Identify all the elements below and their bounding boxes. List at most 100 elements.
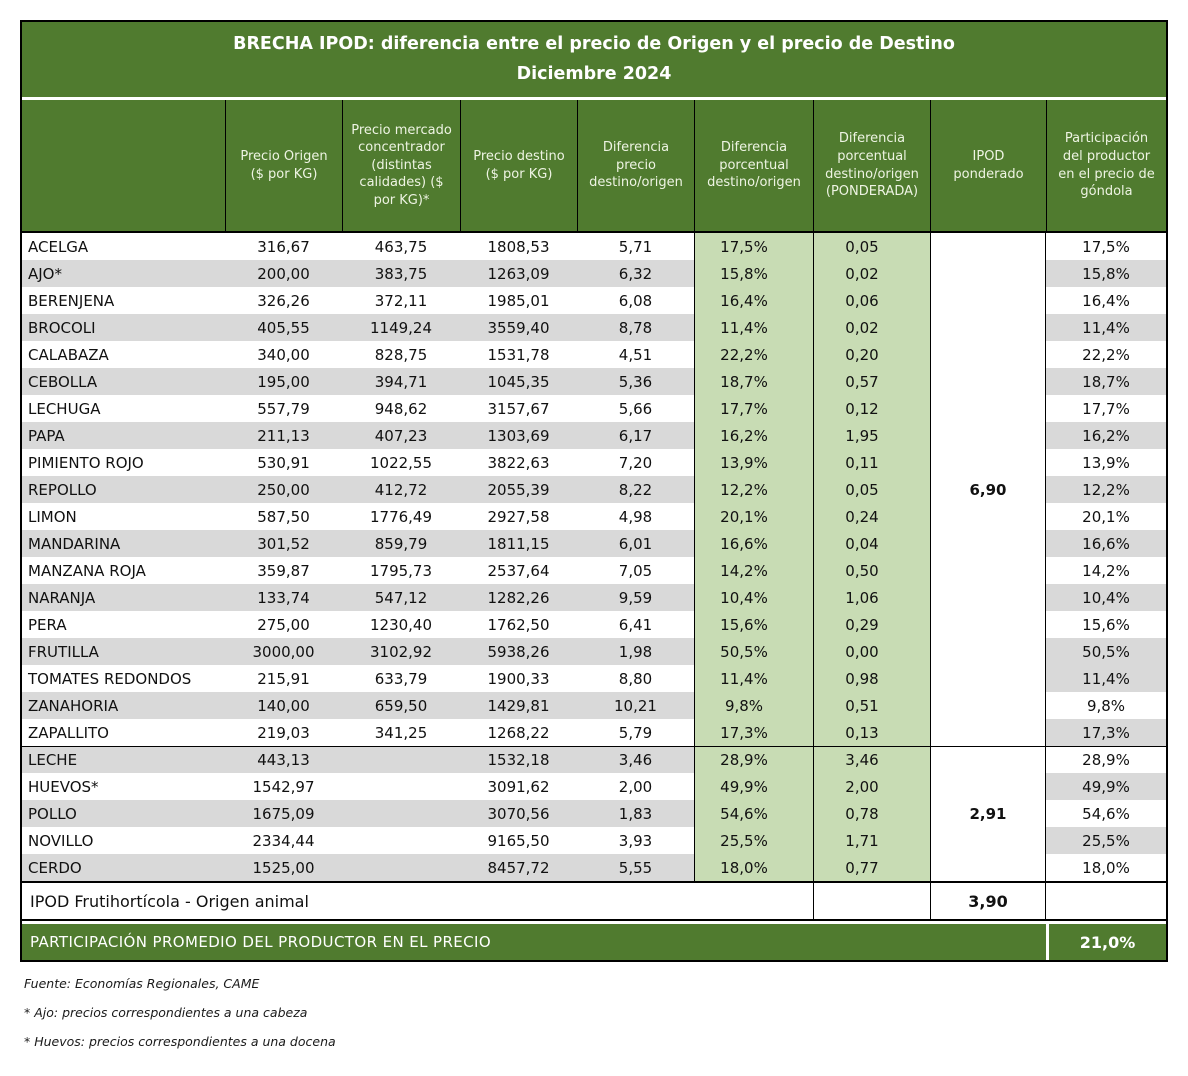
pct-gap-weighted-cell: 2,00 [813,773,930,800]
pct-gap-cell: 25,5% [694,827,813,854]
market-price-cell: 341,25 [342,719,460,746]
column-header-pct-weighted: Diferencia porcentual destino/origen (PO… [813,100,930,231]
price-gap-cell: 7,20 [577,449,694,476]
pct-gap-weighted-cell: 1,95 [813,422,930,449]
market-price-cell: 3102,92 [342,638,460,665]
ipod-cell [930,368,1046,395]
footer-bar: PARTICIPACIÓN PROMEDIO DEL PRODUCTOR EN … [22,924,1166,960]
destination-price-cell: 1532,18 [460,747,577,773]
summary-ipod-value: 3,90 [930,883,1046,919]
pct-gap-cell: 28,9% [694,747,813,773]
destination-price-cell: 1263,09 [460,260,577,287]
table-row: PERA 275,00 1230,40 1762,50 6,41 15,6% 0,29 15,… [22,611,1166,638]
footnote-source: Fuente: Economías Regionales, CAME [24,976,260,991]
pct-gap-cell: 10,4% [694,584,813,611]
pct-gap-weighted-cell: 0,98 [813,665,930,692]
origin-price-cell: 1542,97 [225,773,342,800]
gondola-share-cell: 50,5% [1046,638,1166,665]
product-cell: PERA [22,611,225,638]
product-cell: CERDO [22,854,225,881]
origin-price-cell: 359,87 [225,557,342,584]
pct-gap-weighted-cell: 0,11 [813,449,930,476]
origin-price-cell: 219,03 [225,719,342,746]
column-header-product [22,100,225,231]
table-row: MANZANA ROJA 359,87 1795,73 2537,64 7,05 14,2… [22,557,1166,584]
gondola-share-cell: 17,5% [1046,233,1166,260]
pct-gap-cell: 50,5% [694,638,813,665]
product-cell: CEBOLLA [22,368,225,395]
pct-gap-cell: 16,2% [694,422,813,449]
destination-price-cell: 1900,33 [460,665,577,692]
market-price-cell: 1149,24 [342,314,460,341]
pct-gap-weighted-cell: 0,20 [813,341,930,368]
ipod-cell [930,692,1046,719]
market-price-cell: 633,79 [342,665,460,692]
gondola-share-cell: 18,7% [1046,368,1166,395]
table-title: BRECHA IPOD: diferencia entre el precio … [233,33,955,54]
gondola-share-cell: 13,9% [1046,449,1166,476]
product-cell: FRUTILLA [22,638,225,665]
pct-gap-weighted-cell: 0,13 [813,719,930,746]
product-cell: NARANJA [22,584,225,611]
gondola-share-cell: 22,2% [1046,341,1166,368]
gondola-share-cell: 11,4% [1046,665,1166,692]
price-gap-cell: 4,98 [577,503,694,530]
destination-price-cell: 1808,53 [460,233,577,260]
column-header-price-gap: Diferencia precio destino/origen [577,100,694,231]
destination-price-cell: 8457,72 [460,854,577,881]
origin-price-cell: 215,91 [225,665,342,692]
product-cell: LIMON [22,503,225,530]
price-gap-cell: 5,66 [577,395,694,422]
origin-price-cell: 340,00 [225,341,342,368]
pct-gap-weighted-cell: 3,46 [813,747,930,773]
pct-gap-weighted-cell: 0,12 [813,395,930,422]
gondola-share-cell: 9,8% [1046,692,1166,719]
pct-gap-weighted-cell: 0,24 [813,503,930,530]
origin-price-cell: 316,67 [225,233,342,260]
table-row: REPOLLO 250,00 412,72 2055,39 8,22 12,2% 0,05 6… [22,476,1166,503]
market-price-cell [342,854,460,881]
gondola-share-cell: 10,4% [1046,584,1166,611]
market-price-cell: 372,11 [342,287,460,314]
table-row: LECHE 443,13 1532,18 3,46 28,9% 3,46 28,9% [22,746,1166,773]
ipod-cell [930,773,1046,800]
pct-gap-cell: 14,2% [694,557,813,584]
gondola-share-cell: 15,6% [1046,611,1166,638]
price-gap-cell: 1,98 [577,638,694,665]
gondola-share-cell: 17,3% [1046,719,1166,746]
origin-price-cell: 1675,09 [225,800,342,827]
product-cell: NOVILLO [22,827,225,854]
pct-gap-cell: 12,2% [694,476,813,503]
table-row: CERDO 1525,00 8457,72 5,55 18,0% 0,77 18,0% [22,854,1166,881]
pct-gap-cell: 16,4% [694,287,813,314]
product-cell: MANZANA ROJA [22,557,225,584]
market-price-cell [342,827,460,854]
pct-gap-cell: 17,5% [694,233,813,260]
product-cell: AJO* [22,260,225,287]
table-row: LECHUGA 557,79 948,62 3157,67 5,66 17,7% 0,12 1… [22,395,1166,422]
ipod-cell [930,747,1046,773]
product-cell: BROCOLI [22,314,225,341]
market-price-cell: 383,75 [342,260,460,287]
market-price-cell: 1795,73 [342,557,460,584]
destination-price-cell: 1531,78 [460,341,577,368]
gondola-share-cell: 20,1% [1046,503,1166,530]
origin-price-cell: 2334,44 [225,827,342,854]
pct-gap-cell: 18,0% [694,854,813,881]
gondola-share-cell: 18,0% [1046,854,1166,881]
market-price-cell [342,773,460,800]
pct-gap-weighted-cell: 0,02 [813,314,930,341]
market-price-cell: 1022,55 [342,449,460,476]
price-gap-cell: 5,71 [577,233,694,260]
price-gap-cell: 6,17 [577,422,694,449]
table-body: ACELGA 316,67 463,75 1808,53 5,71 17,5% 0,05 17… [22,231,1166,883]
gondola-share-cell: 16,6% [1046,530,1166,557]
gondola-share-cell: 17,7% [1046,395,1166,422]
product-cell: LECHE [22,747,225,773]
destination-price-cell: 1303,69 [460,422,577,449]
destination-price-cell: 3559,40 [460,314,577,341]
gondola-share-cell: 49,9% [1046,773,1166,800]
pct-gap-weighted-cell: 1,71 [813,827,930,854]
column-header-origin-price: Precio Origen ($ por KG) [225,100,342,231]
table-row: MANDARINA 301,52 859,79 1811,15 6,01 16,6% 0,0… [22,530,1166,557]
